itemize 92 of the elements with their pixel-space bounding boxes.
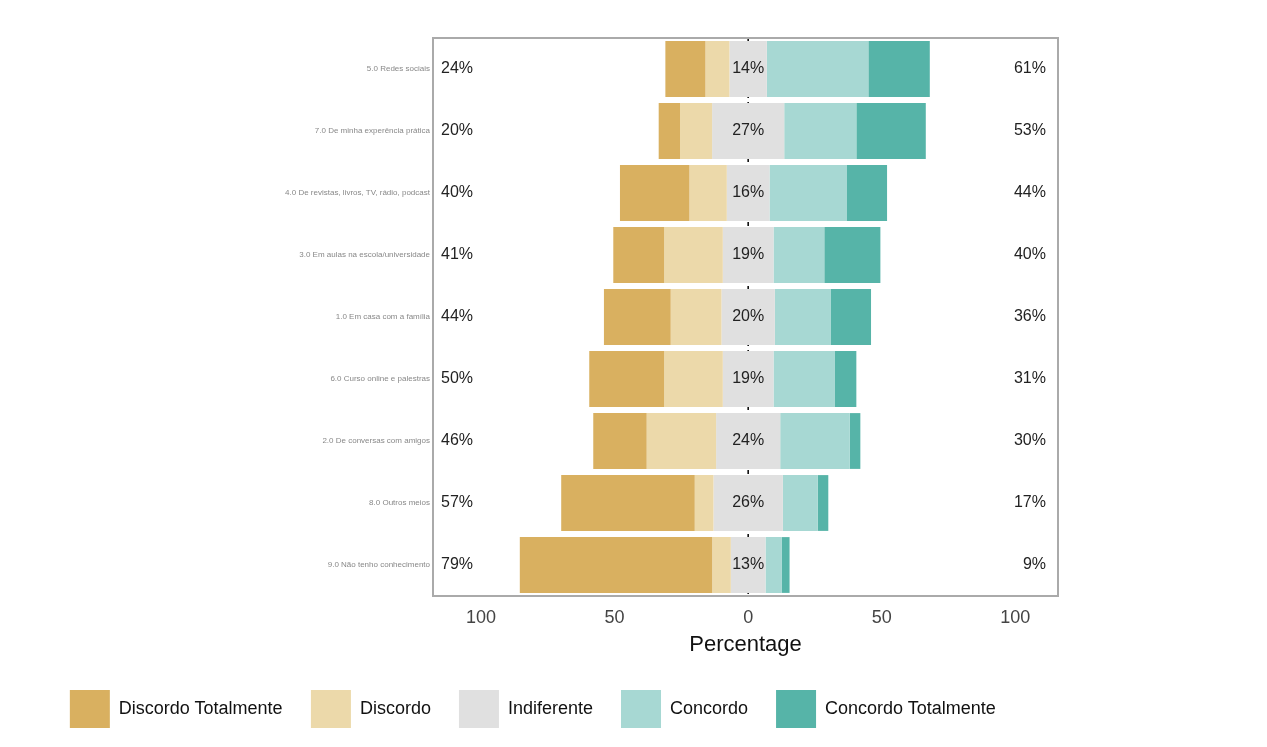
legend-label: Discordo Totalmente: [118, 697, 283, 718]
bar: [868, 41, 930, 97]
y-tick-label: 8.0 Outros meios: [369, 498, 430, 508]
annotation: 61%: [1013, 59, 1046, 77]
bar: [665, 41, 706, 97]
bar: [712, 537, 731, 593]
bar: [729, 41, 767, 97]
legend-label: Concordo: [670, 697, 749, 718]
y-tick-label: 2.0 De conversas com amigos: [322, 436, 430, 446]
annotation: 44%: [441, 307, 474, 325]
bar: [817, 475, 829, 531]
bar: [664, 351, 723, 407]
bar: [689, 165, 727, 221]
bar: [613, 227, 665, 283]
data-label: 19%: [732, 245, 765, 263]
data-label: 13%: [732, 555, 765, 573]
annotation: 30%: [1013, 431, 1046, 449]
bar: [589, 351, 665, 407]
bar: [784, 103, 857, 159]
bar: [721, 289, 775, 345]
bar: [781, 537, 790, 593]
bar: [773, 227, 825, 283]
annotation: 50%: [441, 369, 474, 387]
bar: [847, 165, 888, 221]
bar: [766, 41, 869, 97]
annotation: 20%: [441, 121, 474, 139]
bar: [824, 227, 881, 283]
bar: [705, 41, 730, 97]
annotation: 24%: [441, 59, 474, 77]
y-tick-label: 1.0 Em casa com a família: [335, 312, 431, 322]
y-tick-label: 7.0 De minha experência prática: [314, 126, 431, 136]
legend-label: Discordo: [359, 697, 431, 718]
bar: [670, 289, 722, 345]
bar: [722, 227, 774, 283]
bar: [694, 475, 714, 531]
annotation: 17%: [1013, 493, 1046, 511]
x-tick-label: 100: [1000, 606, 1031, 627]
bar: [780, 413, 850, 469]
data-label: 14%: [732, 59, 765, 77]
annotation: 44%: [1013, 183, 1046, 201]
bar: [619, 165, 690, 221]
y-tick-label: 4.0 De revistas, livros, TV, rádio, podcast: [285, 188, 431, 198]
bar: [519, 537, 713, 593]
bar: [716, 413, 781, 469]
bar: [713, 475, 783, 531]
bar: [856, 103, 926, 159]
bar: [680, 103, 713, 159]
data-label: 27%: [732, 121, 765, 139]
annotation: 40%: [1013, 245, 1046, 263]
bar: [834, 351, 857, 407]
data-label: 26%: [732, 493, 765, 511]
data-label: 24%: [732, 431, 765, 449]
annotation: 41%: [441, 245, 474, 263]
bar: [765, 537, 782, 593]
annotation: 53%: [1013, 121, 1046, 139]
x-tick-label: 50: [871, 606, 892, 627]
x-tick-label: 100: [466, 606, 497, 627]
bar: [782, 475, 818, 531]
annotation: 57%: [441, 493, 474, 511]
bar: [769, 165, 847, 221]
bar: [849, 413, 861, 469]
legend-label: Indiferente: [507, 697, 594, 718]
bar: [664, 227, 723, 283]
bar: [712, 103, 785, 159]
bar: [722, 351, 774, 407]
x-axis-title: Percentage: [689, 630, 802, 656]
bar: [561, 475, 695, 531]
bar: [646, 413, 717, 469]
x-tick-label: 50: [604, 606, 625, 627]
data-label: 19%: [732, 369, 765, 387]
bar: [773, 351, 835, 407]
x-tick-label: 0: [743, 606, 754, 627]
annotation: 79%: [441, 555, 474, 573]
annotation: 46%: [441, 431, 474, 449]
bar: [830, 289, 872, 345]
annotation: 31%: [1013, 369, 1046, 387]
bar: [593, 413, 647, 469]
annotation: 40%: [441, 183, 474, 201]
y-tick-label: 5.0 Redes sociais: [366, 64, 430, 74]
y-tick-label: 6.0 Curso online e palestras: [330, 374, 430, 384]
legend-label: Concordo Totalmente: [825, 697, 996, 718]
bar: [603, 289, 671, 345]
annotation: 9%: [1022, 555, 1046, 573]
data-label: 20%: [732, 307, 765, 325]
bar: [730, 537, 766, 593]
bar: [658, 103, 681, 159]
data-label: 16%: [732, 183, 765, 201]
y-tick-label: 3.0 Em aulas na escola/universidade: [299, 250, 431, 260]
annotation: 36%: [1013, 307, 1046, 325]
bar: [726, 165, 770, 221]
bar: [774, 289, 831, 345]
y-tick-label: 9.0 Não tenho conhecimento: [327, 560, 431, 570]
